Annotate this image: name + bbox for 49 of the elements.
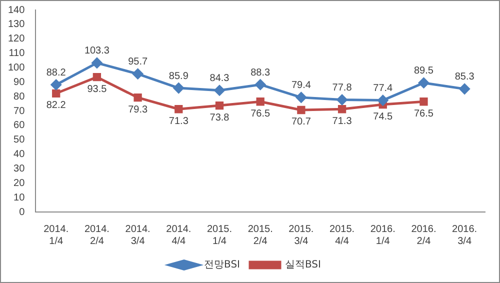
y-tick-label: 50	[14, 134, 26, 146]
y-tick-label: 20	[14, 178, 26, 189]
y-tick-label: 80	[14, 91, 26, 102]
y-tick-label: 140	[8, 4, 26, 16]
x-tick-label: 2016. 1/4	[370, 224, 396, 247]
x-tick-label: 2014. 3/4	[125, 224, 150, 247]
data-label: 88.3	[250, 67, 271, 78]
y-tick-label: 130	[8, 19, 26, 30]
data-label: 74.5	[373, 111, 394, 122]
x-tick-label: 2016. 2/4	[411, 224, 436, 247]
data-label: 77.8	[332, 82, 352, 94]
x-tick-label: 2015. 2/4	[248, 224, 273, 247]
x-tick-label: 2015. 1/4	[206, 224, 232, 247]
data-label: 88.2	[46, 67, 66, 78]
data-label: 79.4	[291, 80, 312, 92]
data-label: 70.7	[291, 116, 312, 128]
y-tick-label: 30	[14, 163, 26, 174]
data-label: 73.8	[210, 112, 230, 124]
data-label: 76.5	[250, 108, 271, 120]
legend-label: 실적BSI	[285, 260, 321, 271]
y-tick-label: 120	[8, 34, 26, 45]
x-tick-label: 2014. 4/4	[166, 224, 192, 247]
data-label: 95.7	[128, 56, 148, 68]
data-label: 79.3	[128, 104, 148, 116]
data-label: 71.3	[168, 116, 189, 127]
x-tick-label: 2015. 3/4	[288, 224, 314, 247]
data-label: 85.3	[454, 72, 475, 83]
y-tick-label: 90	[14, 76, 26, 88]
legend-label: 전망BSI	[204, 260, 240, 271]
data-label: 103.3	[84, 46, 110, 57]
x-tick-label: 2014. 1/4	[44, 224, 69, 247]
data-label: 77.4	[373, 83, 394, 94]
y-tick-label: 0	[19, 206, 26, 218]
y-tick-label: 40	[14, 149, 26, 160]
y-tick-label: 10	[14, 192, 26, 204]
data-label: 89.5	[414, 66, 434, 77]
data-label: 82.2	[46, 100, 66, 112]
y-tick-label: 60	[14, 120, 26, 132]
data-label: 84.3	[210, 73, 230, 84]
y-tick-label: 110	[8, 48, 26, 60]
data-label: 71.3	[332, 116, 352, 127]
data-label: 85.9	[168, 70, 189, 82]
x-tick-label: 2016. 3/4	[452, 224, 478, 247]
data-label: 76.5	[414, 108, 434, 120]
y-tick-label: 100	[8, 62, 26, 74]
data-label: 93.5	[87, 84, 108, 95]
x-tick-label: 2014. 2/4	[84, 224, 110, 247]
y-tick-label: 70	[14, 106, 26, 117]
x-tick-label: 2015. 4/4	[330, 224, 355, 247]
